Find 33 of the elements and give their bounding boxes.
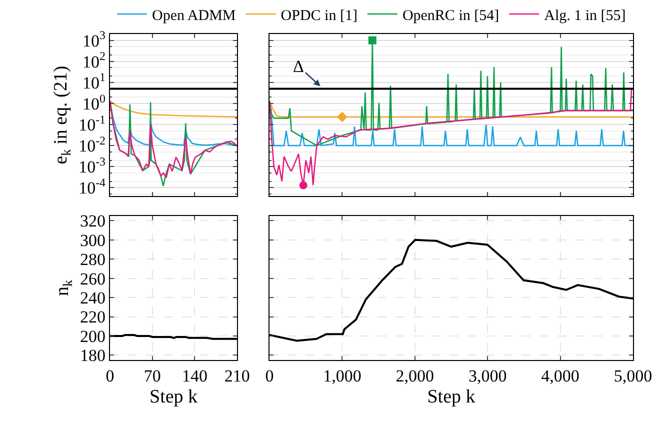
y-tick-label: 260: [80, 269, 106, 288]
legend-label: Alg. 1 in [55]: [544, 8, 626, 24]
y-tick-label: 240: [80, 288, 106, 308]
legend-label: OpenRC in [54]: [402, 8, 500, 24]
ref-line-label: Δ: [293, 57, 304, 76]
y-tick-label: 10$^{0}$: [82, 91, 106, 114]
x-tick-label: 210: [224, 366, 250, 386]
y-tick-label: 180: [80, 346, 106, 366]
y-tick-label: 10$^{3}$: [82, 28, 106, 50]
y-tick-label: 10$^{-4}$: [78, 175, 106, 198]
x-tick-label: 0: [265, 366, 274, 386]
y-tick-label: 10$^{-1}$: [78, 112, 106, 134]
x-tick-label: 5,000: [614, 366, 652, 386]
y-tick-label: 280: [80, 250, 106, 270]
x-tick-label: 3,000: [468, 366, 507, 386]
x-tick-label: 4,000: [541, 366, 580, 386]
y-tick-label: 300: [80, 230, 106, 250]
y-tick-label: 10$^{1}$: [82, 70, 106, 92]
x-tick-label: 140: [182, 366, 208, 386]
y-tick-label: 200: [80, 326, 106, 346]
y-tick-label: 10$^{-3}$: [78, 154, 106, 177]
x-tick-label: 0: [106, 366, 114, 386]
x-tick-label: 2,000: [396, 366, 434, 386]
y-tick-label: 320: [80, 212, 106, 231]
y-tick-label: 10$^{2}$: [82, 49, 106, 72]
x-tick-label: 70: [144, 366, 161, 386]
legend-label: OPDC in [1]: [280, 8, 358, 24]
legend-label: Open ADMM: [152, 8, 236, 24]
y-tick-label: 220: [80, 308, 106, 327]
y-tick-label: 10$^{-2}$: [78, 133, 106, 156]
x-tick-label: 1,000: [323, 366, 362, 386]
x-axis-title: Step k: [427, 386, 476, 408]
x-axis-title: Step k: [150, 386, 198, 408]
